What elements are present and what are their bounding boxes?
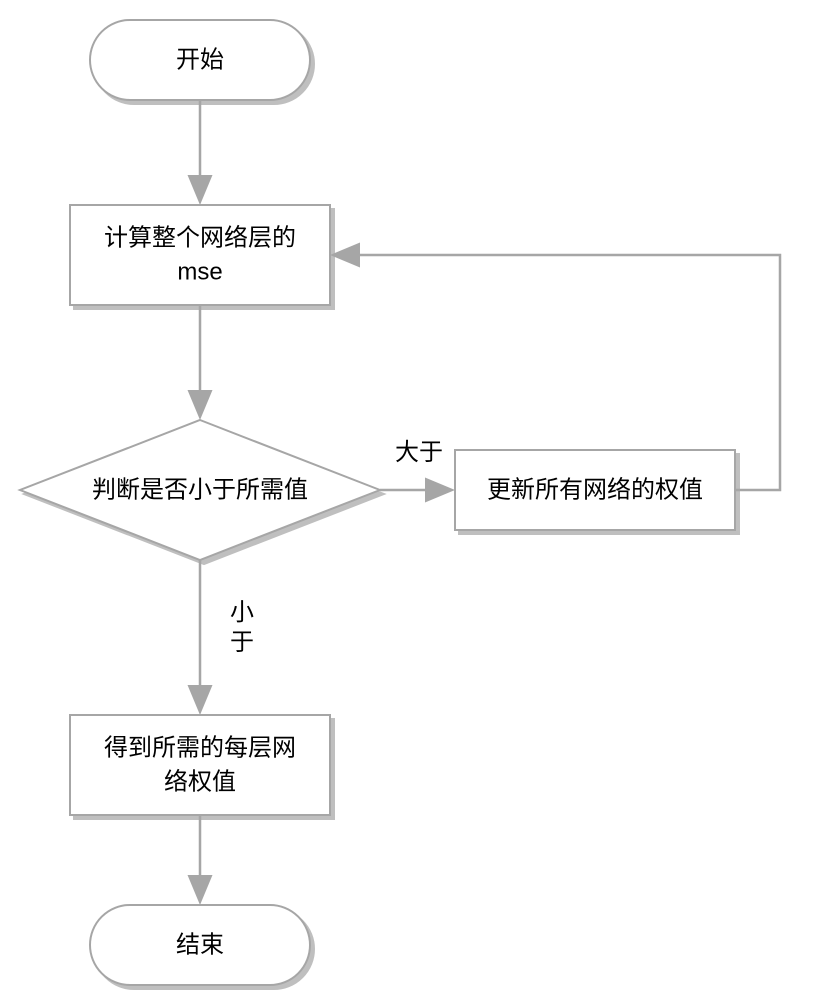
result-line2: 络权值	[164, 769, 236, 796]
result-node: 得到所需的每层网 络权值	[70, 715, 330, 815]
result-line1: 得到所需的每层网	[104, 735, 296, 762]
end-node: 结束	[90, 905, 310, 985]
edge-label-less-1: 小	[230, 599, 254, 626]
decision-node: 判断是否小于所需值	[20, 420, 380, 560]
calc-node: 计算整个网络层的 mse	[70, 205, 330, 305]
calc-line2: mse	[177, 259, 222, 286]
decision-label: 判断是否小于所需值	[92, 477, 308, 504]
start-node: 开始	[90, 20, 310, 100]
update-label: 更新所有网络的权值	[487, 477, 703, 504]
end-label: 结束	[176, 932, 224, 959]
edge-label-greater: 大于	[395, 439, 443, 466]
start-label: 开始	[176, 47, 224, 74]
edge-label-less-2: 于	[230, 629, 254, 656]
calc-line1: 计算整个网络层的	[104, 225, 296, 252]
update-node: 更新所有网络的权值	[455, 450, 735, 530]
